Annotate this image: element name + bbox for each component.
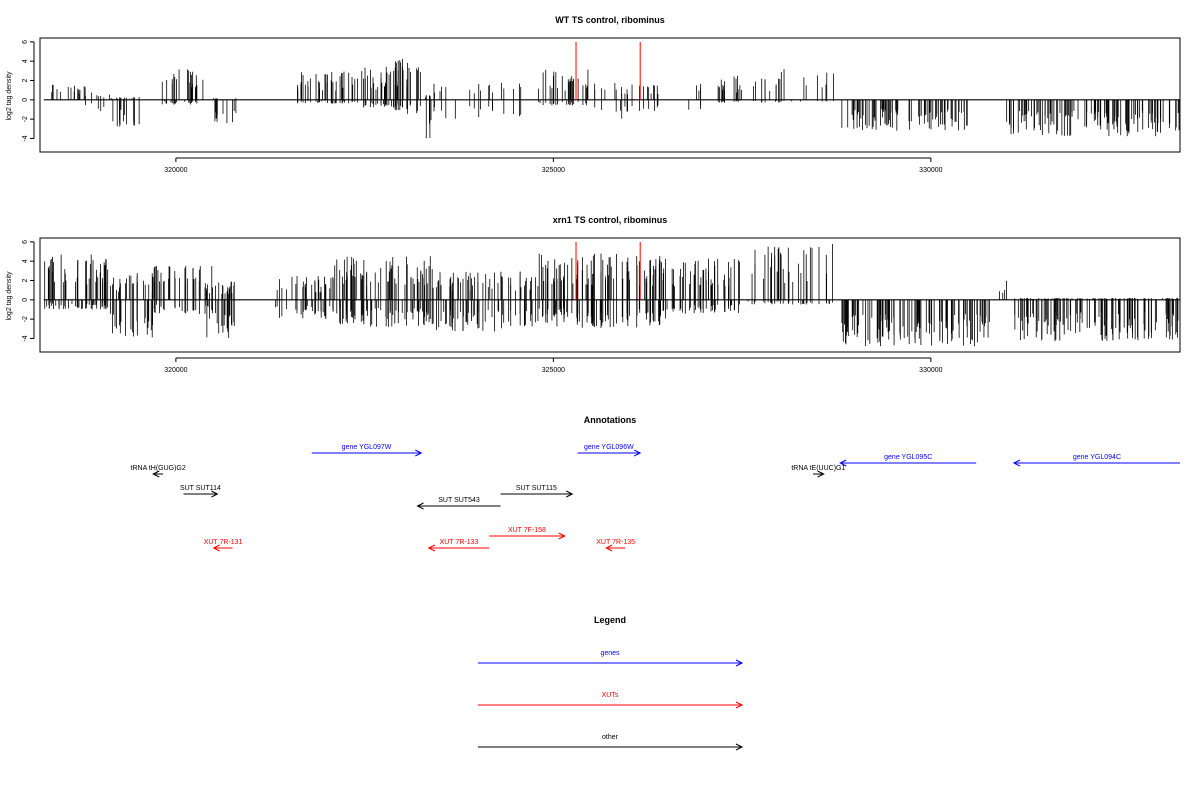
annotation-feature: SUT SUT115: [500, 485, 574, 498]
feature-arrowhead: [1012, 459, 1021, 467]
annotation-feature: XUT 7R-135: [596, 539, 635, 552]
xrn1-plot-frame: [39, 237, 1181, 353]
annotation-feature: gene YGL095C: [839, 454, 977, 467]
x-tick-label: 320000: [164, 367, 187, 374]
legend-label: other: [602, 734, 619, 741]
feature-label: gene YGL097W: [342, 444, 392, 451]
legend-arrowhead: [735, 701, 744, 709]
feature-arrowhead: [416, 502, 424, 510]
feature-label: SUT SUT543: [438, 497, 480, 504]
legend-items: genes XUTs other: [478, 650, 744, 751]
feature-label: tRNA tH(GUG)G2: [131, 465, 186, 472]
annotations-title: Annotations: [584, 415, 637, 425]
wt-x-axis: 320000 325000 330000: [164, 157, 943, 174]
legend-item: XUTs: [478, 692, 744, 709]
feature-label: SUT SUT115: [516, 485, 557, 492]
legend-arrowhead: [735, 743, 744, 751]
feature-arrowhead: [211, 490, 219, 498]
x-tick-label: 320000: [164, 167, 187, 174]
y-tick-label: -4: [22, 135, 29, 141]
feature-arrowhead: [566, 490, 574, 498]
annotation-feature: gene YGL096W: [577, 444, 642, 457]
legend-title: Legend: [594, 615, 626, 625]
annotation-feature: XUT 7R-131: [204, 539, 243, 552]
annotation-feature: XUT 7F-158: [489, 527, 566, 540]
annotation-feature: SUT SUT114: [180, 485, 221, 498]
y-tick-label: 0: [22, 298, 29, 302]
legend-label: XUTs: [602, 692, 619, 699]
feature-arrowhead: [427, 544, 436, 552]
feature-label: gene YGL094C: [1073, 454, 1121, 461]
xrn1-panel-title: xrn1 TS control, ribominus: [553, 215, 668, 225]
y-tick-label: 4: [22, 259, 29, 263]
y-tick-label: 2: [22, 78, 29, 82]
y-tick-label: -2: [22, 316, 29, 322]
xrn1-y-axis-label: log2 tag density: [6, 271, 13, 321]
annotation-feature: SUT SUT543: [416, 497, 501, 510]
legend-arrowhead: [735, 659, 744, 667]
wt-panel: WT TS control, ribominus log2 tag densit…: [6, 15, 1181, 174]
feature-arrowhead: [152, 470, 160, 478]
feature-arrowhead: [558, 532, 566, 540]
xrn1-bars: [43, 242, 1180, 347]
annotation-feature: tRNA tE(UUC)G1: [791, 465, 846, 478]
wt-y-axis-label: log2 tag density: [6, 71, 13, 121]
legend-item: genes: [478, 650, 744, 667]
legend-label: genes: [600, 650, 620, 657]
feature-arrowhead: [839, 459, 847, 467]
y-tick-label: -2: [22, 116, 29, 122]
wt-y-axis: -4 -2 0 2 4 6: [22, 40, 35, 142]
feature-label: gene YGL095C: [884, 454, 932, 461]
x-tick-label: 325000: [542, 167, 565, 174]
annotation-feature: tRNA tH(GUG)G2: [131, 465, 186, 478]
feature-label: gene YGL096W: [584, 444, 634, 451]
feature-label: XUT 7R-131: [204, 539, 243, 546]
annotation-feature: gene YGL097W: [311, 444, 423, 457]
feature-label: XUT 7F-158: [508, 527, 546, 534]
feature-arrowhead: [633, 449, 642, 457]
legend-panel: Legend genes XUTs other: [478, 615, 744, 751]
y-tick-label: -4: [22, 335, 29, 341]
x-tick-label: 330000: [919, 167, 942, 174]
feature-arrowhead: [605, 544, 613, 552]
y-tick-label: 2: [22, 278, 29, 282]
wt-plot-frame: [39, 37, 1181, 153]
wt-panel-title: WT TS control, ribominus: [555, 15, 665, 25]
legend-item: other: [478, 734, 744, 751]
y-tick-label: 4: [22, 59, 29, 63]
feature-label: tRNA tE(UUC)G1: [791, 465, 845, 472]
wt-bars: [43, 42, 1180, 139]
annotation-features: gene YGL097W gene YGL096W gene YGL095C gene…: [131, 444, 1180, 552]
feature-label: XUT 7R-135: [596, 539, 635, 546]
y-tick-label: 6: [22, 240, 29, 244]
x-tick-label: 325000: [542, 367, 565, 374]
xrn1-y-axis: -4 -2 0 2 4 6: [22, 240, 35, 342]
annotation-feature: gene YGL094C: [1012, 454, 1180, 467]
feature-arrowhead: [817, 470, 825, 478]
x-tick-label: 330000: [919, 367, 942, 374]
xrn1-x-axis: 320000 325000 330000: [164, 357, 943, 374]
xrn1-panel: xrn1 TS control, ribominus log2 tag dens…: [6, 215, 1181, 374]
annotations-panel: Annotations gene YGL097W gene YGL096Wgene…: [131, 415, 1180, 552]
feature-arrowhead: [212, 544, 220, 552]
feature-label: SUT SUT114: [180, 485, 221, 492]
annotation-feature: XUT 7R-133: [427, 539, 490, 552]
y-tick-label: 0: [22, 98, 29, 102]
y-tick-label: 6: [22, 40, 29, 44]
feature-arrowhead: [415, 449, 423, 457]
feature-label: XUT 7R-133: [440, 539, 479, 546]
